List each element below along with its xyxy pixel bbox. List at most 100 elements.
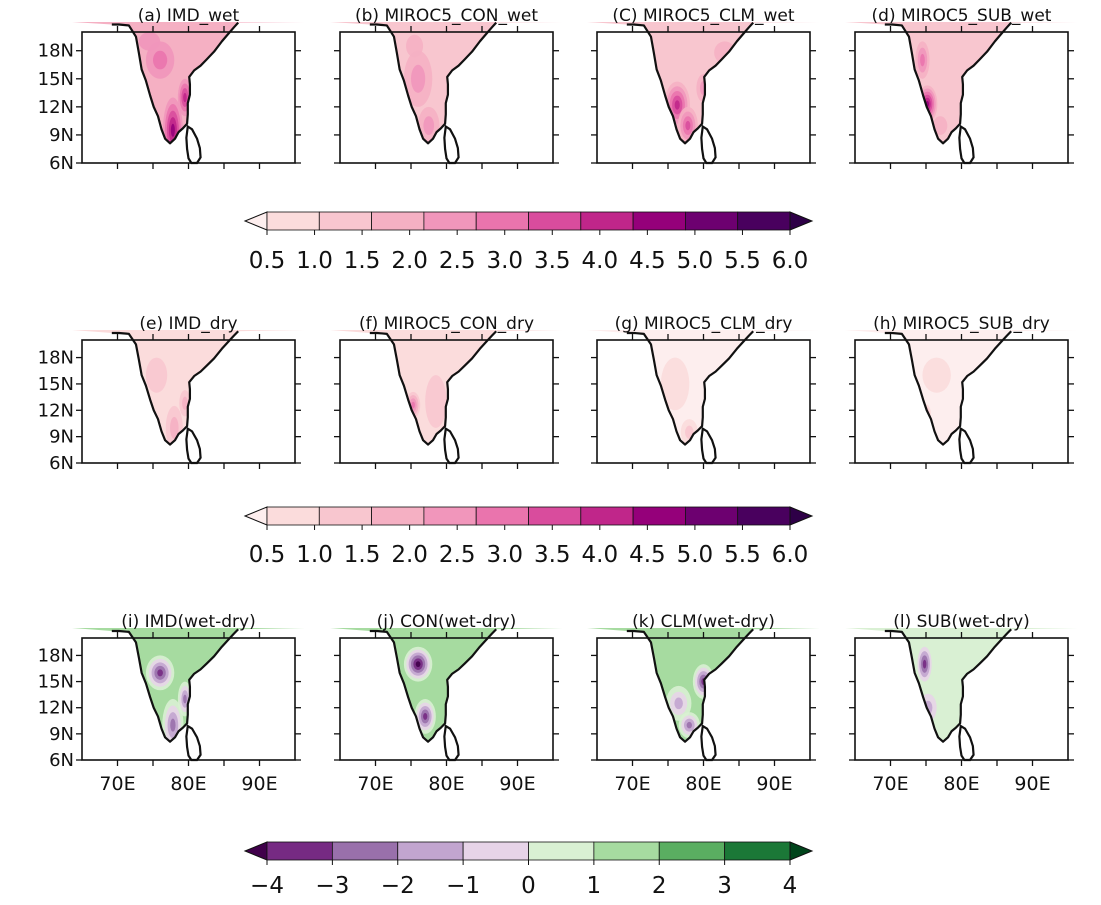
colorbar-label: 3.0 <box>486 542 523 568</box>
lon-tick-label: 90E <box>499 773 535 795</box>
lat-tick-label: 18N <box>38 645 74 666</box>
colorbar-max-extend <box>789 506 814 526</box>
contour-blob <box>153 50 168 70</box>
colorbar-min-extend <box>243 841 268 861</box>
colorbar-bin <box>266 841 333 861</box>
colorbar-label: 5.0 <box>677 542 714 568</box>
lon-tick-label: 70E <box>614 773 650 795</box>
lon-tick-label: 70E <box>872 773 908 795</box>
india-coastline <box>626 21 755 145</box>
colorbar-bin <box>475 506 529 526</box>
contour-blob <box>423 712 428 720</box>
colorbar-bin <box>423 211 477 231</box>
colorbar-label: 3 <box>717 873 732 899</box>
colorbar-label: 0.5 <box>249 248 286 274</box>
lon-tick-label: 80E <box>943 773 979 795</box>
colorbar-bin <box>685 506 739 526</box>
colorbar-label: 1.0 <box>296 248 333 274</box>
contour-blob <box>423 116 435 135</box>
colorbar-min-extend <box>243 211 268 231</box>
india-coastline <box>884 21 1013 145</box>
panel-title: (g) MIROC5_CLM_dry <box>615 314 793 334</box>
lon-tick-label: 70E <box>357 773 393 795</box>
colorbar-label: 0 <box>521 873 536 899</box>
colorbar-bin <box>528 506 582 526</box>
colorbar-bin <box>737 506 791 526</box>
panel-title: (l) SUB(wet-dry) <box>893 612 1030 632</box>
contour-blob <box>138 32 161 51</box>
colorbar-bin <box>593 841 660 861</box>
colorbar-label: 3.0 <box>486 248 523 274</box>
colorbar-label: 2.0 <box>391 248 428 274</box>
india-coastline <box>369 21 498 145</box>
contour-blob <box>182 396 188 410</box>
colorbar-label: 5.5 <box>724 542 761 568</box>
india-coastline <box>111 330 239 446</box>
colorbar: 0.5 1.0 1.5 2.0 2.5 3.0 3.5 4.0 4.5 5.0 5.5 6.0 <box>243 506 814 568</box>
lat-tick-label: 15N <box>38 672 74 693</box>
colorbar-bin <box>632 211 686 231</box>
colorbar-bin <box>658 841 726 861</box>
lon-tick-label: 90E <box>1014 773 1050 795</box>
panel-title: (e) IMD_dry <box>139 314 237 334</box>
contour-blob <box>920 53 925 67</box>
contour-blob <box>145 357 168 393</box>
map-panel: (i) IMD(wet-dry) 18N 15N 12N 9N 6N 70E 80E 90E <box>38 612 305 795</box>
lon-tick-label: 70E <box>99 773 135 795</box>
colorbar-label: 4.5 <box>629 542 666 568</box>
colorbar-bin <box>737 211 791 231</box>
lon-tick-label: 80E <box>170 773 206 795</box>
contour-blob <box>170 416 179 439</box>
colorbar-label: 1 <box>587 873 602 899</box>
colorbar-bin <box>632 506 686 526</box>
colorbar-min-extend <box>243 506 268 526</box>
lat-tick-label: 12N <box>38 97 74 118</box>
colorbar-label: 4.5 <box>629 248 666 274</box>
colorbar-bin <box>318 211 372 231</box>
contour-blob <box>922 659 927 669</box>
colorbar-label: −3 <box>315 873 349 899</box>
india-coastline <box>626 330 754 446</box>
lon-tick-label: 80E <box>428 773 464 795</box>
india-coastline <box>884 330 1012 446</box>
contour-blob <box>411 401 415 409</box>
contour-blob <box>660 357 690 411</box>
colorbar-max-extend <box>789 211 814 231</box>
india-coastline <box>884 628 1012 743</box>
colorbar-bin <box>266 211 320 231</box>
contour-blob <box>674 100 680 110</box>
lat-tick-label: 9N <box>49 427 74 448</box>
map-panel: (g) MIROC5_CLM_dry <box>587 314 820 469</box>
panel-title: (a) IMD_wet <box>138 6 240 26</box>
colorbar-bin <box>724 841 791 861</box>
lat-tick-label: 6N <box>49 453 74 474</box>
lat-tick-label: 9N <box>49 724 74 745</box>
contour-blob <box>183 92 187 103</box>
colorbar-bin <box>580 506 634 526</box>
lat-tick-label: 9N <box>49 125 74 146</box>
contour-blob <box>170 123 175 137</box>
colorbar-label: 1.5 <box>344 542 381 568</box>
colorbar-label: 4.0 <box>582 542 619 568</box>
india-coastline <box>369 330 497 446</box>
colorbar-bin <box>331 841 399 861</box>
lat-tick-label: 12N <box>38 400 74 421</box>
contour-blob <box>170 718 176 732</box>
colorbar-label: −2 <box>381 873 415 899</box>
india-coastline <box>111 21 240 145</box>
map-panel: (b) MIROC5_CON_wet <box>330 6 563 169</box>
map-panel: (j) CON(wet-dry) 70E 80E 90E <box>330 612 563 795</box>
map-panel: (k) CLM(wet-dry) 70E 80E 90E <box>587 612 820 795</box>
contour-blob <box>686 721 692 729</box>
colorbar-bin <box>685 211 739 231</box>
colorbar-label: 1.0 <box>296 542 333 568</box>
colorbar-label: 2.5 <box>439 248 476 274</box>
map-panel: (l) SUB(wet-dry) 70E 80E 90E <box>845 612 1078 795</box>
colorbar-bin <box>528 841 595 861</box>
lat-tick-label: 6N <box>49 153 74 174</box>
colorbar-label: 3.5 <box>534 248 571 274</box>
india-coastline <box>626 628 754 743</box>
colorbar-bin <box>580 211 634 231</box>
colorbar: −4 −3 −2 −1 0 1 2 3 4 <box>243 841 814 899</box>
